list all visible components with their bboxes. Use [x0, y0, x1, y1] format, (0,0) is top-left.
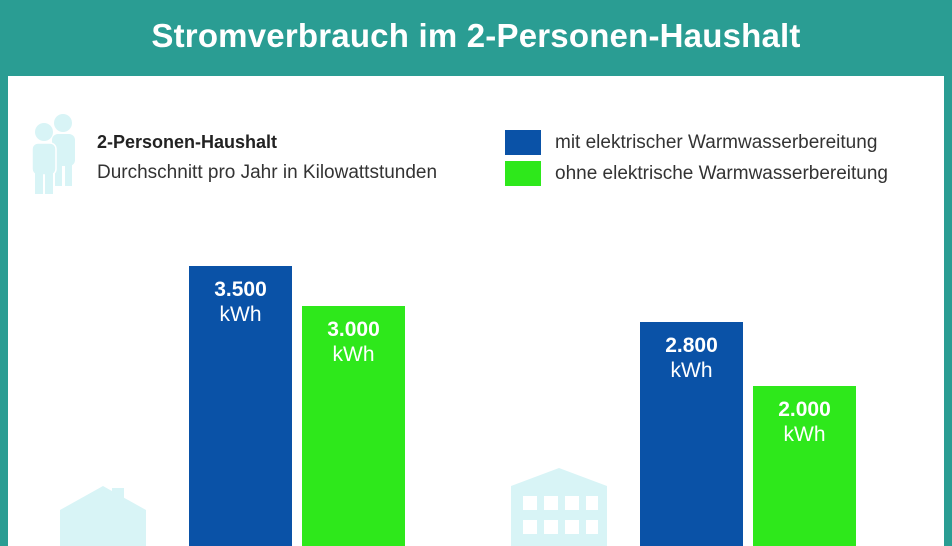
header-bar: Stromverbrauch im 2-Personen-Haushalt — [0, 0, 952, 76]
legend-item-without-water-heating: ohne elektrische Warmwasserbereitung — [505, 161, 888, 186]
bar-unit: kWh — [670, 359, 713, 383]
bar-unit: kWh — [219, 303, 262, 327]
apartment-building-icon — [511, 468, 607, 546]
bar-with-water-heating — [640, 322, 743, 546]
chart-panel: 2-Personen-Haushalt Durchschnitt pro Jah… — [8, 76, 944, 546]
bar-data-label: 2.800 kWh — [640, 333, 743, 383]
bar-data-label: 3.000 kWh — [302, 317, 405, 367]
bar-without-water-heating — [302, 306, 405, 546]
household-title: 2-Personen-Haushalt — [97, 132, 278, 152]
bar-with-water-heating — [189, 266, 292, 546]
bar-chart — [189, 266, 856, 546]
legend-label: mit elektrischer Warmwasserbereitung — [555, 131, 878, 153]
bar-unit: kWh — [332, 343, 375, 367]
legend-label: ohne elektrische Warmwasserbereitung — [555, 162, 889, 184]
household-description: Durchschnitt pro Jahr in Kilowattstunden — [97, 162, 438, 183]
bar-unit: kWh — [783, 423, 826, 447]
bar-data-label: 2.000 kWh — [753, 397, 856, 447]
bar-value: 3.500 — [214, 278, 267, 301]
bar-value: 2.000 — [778, 398, 831, 421]
house-icon — [60, 486, 146, 546]
legend-item-with-water-heating: mit elektrischer Warmwasserbereitung — [505, 130, 877, 155]
bar-value: 3.000 — [327, 318, 380, 341]
bar-without-water-heating — [753, 386, 856, 546]
legend-swatch-with-water-heating — [505, 130, 541, 155]
people-icon — [31, 114, 75, 194]
bar-value: 2.800 — [665, 334, 718, 357]
bar-data-label: 3.500 kWh — [189, 277, 292, 327]
legend-swatch-without-water-heating — [505, 161, 541, 186]
page-title: Stromverbrauch im 2-Personen-Haushalt — [151, 17, 801, 54]
